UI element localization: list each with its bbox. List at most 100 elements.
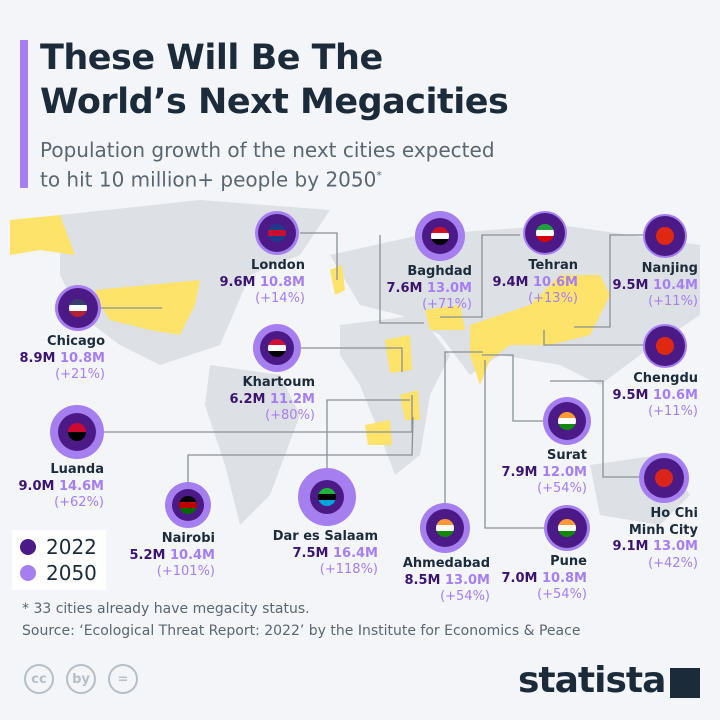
growth-percent: (+11%) bbox=[648, 404, 698, 419]
growth-percent: (+101%) bbox=[156, 564, 215, 579]
legend-item-2022: 2022 bbox=[20, 534, 98, 560]
sudan-flag-icon bbox=[268, 339, 286, 357]
city-label: Tehran 9.4M 10.6M (+13%) bbox=[418, 258, 578, 308]
population-values: 9.5M 10.4M bbox=[538, 278, 698, 295]
page-title: These Will Be The World’s Next Megacities bbox=[40, 38, 509, 122]
city-label: Chicago 8.9M 10.8M (+21%) bbox=[0, 334, 105, 384]
population-values: 7.6M 13.0M bbox=[312, 281, 472, 298]
population-circle bbox=[420, 503, 470, 553]
population-values: 9.6M 10.8M bbox=[145, 275, 305, 292]
city-label: Ahmedabad 8.5M 13.0M (+54%) bbox=[330, 556, 490, 606]
population-2022: 7.9M bbox=[501, 464, 538, 480]
population-values: 5.2M 10.4M bbox=[55, 548, 215, 565]
city-label: Nairobi 5.2M 10.4M (+101%) bbox=[55, 531, 215, 581]
population-2022: 8.5M bbox=[404, 572, 441, 588]
population-2050: 13.0M bbox=[426, 280, 472, 296]
growth-percent: (+80%) bbox=[265, 408, 315, 423]
population-circle bbox=[253, 324, 301, 372]
india-flag-icon bbox=[436, 519, 454, 537]
population-values: 7.0M 10.8M bbox=[427, 571, 587, 588]
population-values: 7.9M 12.0M bbox=[427, 465, 587, 482]
statista-logo-mark bbox=[670, 668, 700, 698]
legend-item-2050: 2050 bbox=[20, 560, 98, 586]
attribution-icon[interactable]: by bbox=[66, 664, 96, 694]
population-2022: 9.5M bbox=[612, 277, 649, 293]
population-2022: 7.6M bbox=[386, 280, 423, 296]
population-2050: 10.4M bbox=[652, 277, 698, 293]
population-circle bbox=[255, 211, 299, 255]
population-values: 8.9M 10.8M bbox=[0, 351, 105, 368]
population-2022: 9.5M bbox=[612, 387, 649, 403]
city-label: Ho Chi Minh City 9.1M 13.0M (+42%) bbox=[538, 506, 698, 572]
tanzania-flag-icon bbox=[318, 488, 336, 506]
population-circle bbox=[643, 324, 687, 368]
population-circle bbox=[55, 285, 101, 331]
population-values: 9.5M 10.6M bbox=[538, 388, 698, 405]
population-2050: 16.4M bbox=[332, 545, 378, 561]
us-flag-icon bbox=[69, 299, 87, 317]
population-values: 9.0M 14.6M bbox=[0, 479, 104, 496]
population-circle bbox=[543, 397, 591, 445]
population-circle bbox=[165, 482, 211, 528]
kenya-flag-icon bbox=[179, 496, 197, 514]
population-2022: 7.0M bbox=[501, 570, 538, 586]
city-label: Surat 7.9M 12.0M (+54%) bbox=[427, 448, 587, 498]
growth-percent: (+13%) bbox=[528, 291, 578, 306]
population-circle bbox=[523, 211, 567, 255]
population-2022: 9.0M bbox=[18, 478, 55, 494]
population-2022: 9.1M bbox=[612, 539, 649, 554]
population-circle bbox=[50, 405, 104, 459]
city-label: Dar es Salaam 7.5M 16.4M (+118%) bbox=[218, 529, 378, 579]
population-2022: 7.5M bbox=[292, 545, 329, 561]
growth-percent: (+62%) bbox=[54, 495, 104, 510]
population-2050: 10.8M bbox=[541, 570, 587, 586]
growth-percent: (+21%) bbox=[55, 367, 105, 382]
legend-dot-2050 bbox=[20, 565, 36, 581]
accent-bar bbox=[20, 40, 28, 188]
cc-license-icon[interactable]: cc bbox=[24, 664, 54, 694]
iran-flag-icon bbox=[536, 224, 554, 242]
population-2022: 8.9M bbox=[19, 350, 56, 366]
population-2050: 10.8M bbox=[259, 274, 305, 290]
population-2022: 5.2M bbox=[129, 547, 166, 563]
iraq-flag-icon bbox=[431, 227, 449, 245]
population-circle bbox=[643, 214, 687, 258]
angola-flag-icon bbox=[68, 423, 86, 441]
growth-percent: (+54%) bbox=[440, 589, 490, 604]
growth-percent: (+118%) bbox=[319, 562, 378, 577]
growth-percent: (+71%) bbox=[422, 297, 472, 312]
no-derivatives-icon[interactable]: = bbox=[108, 664, 138, 694]
population-2050: 12.0M bbox=[541, 464, 587, 480]
population-2050: 10.6M bbox=[652, 387, 698, 403]
city-label: Baghdad 7.6M 13.0M (+71%) bbox=[312, 264, 472, 314]
growth-percent: (+54%) bbox=[537, 587, 587, 602]
legend-dot-2022 bbox=[20, 539, 36, 555]
population-2050: 11.2M bbox=[269, 391, 315, 407]
city-label: Chengdu 9.5M 10.6M (+11%) bbox=[538, 371, 698, 421]
uk-flag-icon bbox=[268, 224, 286, 242]
population-2050: 13.0M bbox=[444, 572, 490, 588]
city-label: London 9.6M 10.8M (+14%) bbox=[145, 258, 305, 308]
statista-logo[interactable]: statista bbox=[518, 660, 666, 701]
population-2022: 9.6M bbox=[219, 274, 256, 290]
population-values: 9.1M 13.0M bbox=[538, 539, 698, 556]
footnote: * 33 cities already have megacity status… bbox=[22, 598, 580, 642]
population-2050: 14.6M bbox=[58, 478, 104, 494]
population-values: 9.4M 10.6M bbox=[418, 275, 578, 292]
china-flag-icon bbox=[656, 337, 674, 355]
population-circle bbox=[298, 468, 356, 526]
india-flag-icon bbox=[558, 412, 576, 430]
city-label: Khartoum 6.2M 11.2M (+80%) bbox=[155, 375, 315, 425]
growth-percent: (+14%) bbox=[255, 291, 305, 306]
growth-percent: (+11%) bbox=[648, 294, 698, 309]
source-text: Source: ‘Ecological Threat Report: 2022’… bbox=[22, 623, 581, 639]
india-flag-icon bbox=[558, 519, 576, 537]
population-circle bbox=[415, 211, 465, 261]
growth-percent: (+54%) bbox=[537, 481, 587, 496]
population-2050: 10.6M bbox=[532, 274, 578, 290]
population-values: 8.5M 13.0M bbox=[330, 573, 490, 590]
subtitle: Population growth of the next cities exp… bbox=[40, 138, 495, 192]
population-2050: 13.0M bbox=[652, 539, 698, 554]
population-values: 6.2M 11.2M bbox=[155, 392, 315, 409]
population-circle bbox=[639, 453, 689, 503]
